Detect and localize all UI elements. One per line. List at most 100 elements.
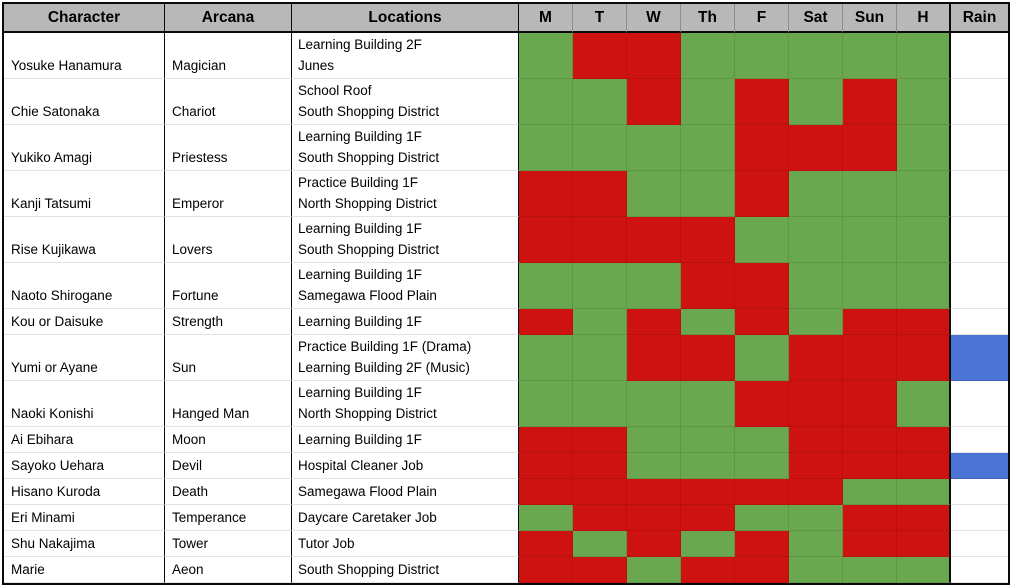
day-cell-W-unavailable[interactable] — [627, 33, 681, 79]
day-cell-F-unavailable[interactable] — [735, 381, 789, 427]
day-cell-Sat-available[interactable] — [789, 217, 843, 263]
day-cell-H-available[interactable] — [897, 479, 951, 505]
day-cell-T-available[interactable] — [573, 309, 627, 335]
character-cell[interactable]: Kanji Tatsumi — [4, 171, 165, 217]
day-cell-M-available[interactable] — [519, 263, 573, 309]
header-day-W[interactable]: W — [627, 4, 681, 33]
day-cell-M-unavailable[interactable] — [519, 427, 573, 453]
header-day-T[interactable]: T — [573, 4, 627, 33]
character-cell[interactable]: Yosuke Hanamura — [4, 33, 165, 79]
rain-cell[interactable] — [951, 505, 1008, 531]
day-cell-T-unavailable[interactable] — [573, 479, 627, 505]
rain-cell[interactable] — [951, 33, 1008, 79]
character-cell[interactable]: Yukiko Amagi — [4, 125, 165, 171]
arcana-cell[interactable]: Hanged Man — [165, 381, 292, 427]
day-cell-Sun-available[interactable] — [843, 479, 897, 505]
day-cell-W-unavailable[interactable] — [627, 335, 681, 381]
day-cell-Sat-unavailable[interactable] — [789, 453, 843, 479]
day-cell-F-available[interactable] — [735, 33, 789, 79]
day-cell-Sat-available[interactable] — [789, 531, 843, 557]
day-cell-Th-unavailable[interactable] — [681, 335, 735, 381]
day-cell-F-available[interactable] — [735, 217, 789, 263]
day-cell-Th-available[interactable] — [681, 79, 735, 125]
day-cell-Sat-available[interactable] — [789, 309, 843, 335]
day-cell-Sat-available[interactable] — [789, 505, 843, 531]
day-cell-F-unavailable[interactable] — [735, 171, 789, 217]
locations-cell[interactable]: Practice Building 1F North Shopping Distr… — [292, 171, 519, 217]
day-cell-H-available[interactable] — [897, 263, 951, 309]
day-cell-W-unavailable[interactable] — [627, 479, 681, 505]
rain-cell[interactable] — [951, 263, 1008, 309]
character-cell[interactable]: Chie Satonaka — [4, 79, 165, 125]
day-cell-Sat-available[interactable] — [789, 263, 843, 309]
day-cell-M-available[interactable] — [519, 505, 573, 531]
day-cell-H-unavailable[interactable] — [897, 427, 951, 453]
day-cell-F-available[interactable] — [735, 453, 789, 479]
day-cell-T-available[interactable] — [573, 531, 627, 557]
day-cell-T-unavailable[interactable] — [573, 171, 627, 217]
day-cell-H-available[interactable] — [897, 381, 951, 427]
day-cell-Sat-available[interactable] — [789, 33, 843, 79]
character-cell[interactable]: Yumi or Ayane — [4, 335, 165, 381]
arcana-cell[interactable]: Lovers — [165, 217, 292, 263]
day-cell-H-available[interactable] — [897, 79, 951, 125]
character-cell[interactable]: Hisano Kuroda — [4, 479, 165, 505]
arcana-cell[interactable]: Magician — [165, 33, 292, 79]
rain-cell[interactable] — [951, 427, 1008, 453]
day-cell-Sun-unavailable[interactable] — [843, 335, 897, 381]
day-cell-Sat-available[interactable] — [789, 557, 843, 583]
day-cell-W-available[interactable] — [627, 171, 681, 217]
day-cell-H-unavailable[interactable] — [897, 309, 951, 335]
day-cell-W-available[interactable] — [627, 263, 681, 309]
character-cell[interactable]: Naoto Shirogane — [4, 263, 165, 309]
day-cell-F-available[interactable] — [735, 427, 789, 453]
character-cell[interactable]: Rise Kujikawa — [4, 217, 165, 263]
arcana-cell[interactable]: Emperor — [165, 171, 292, 217]
day-cell-F-unavailable[interactable] — [735, 557, 789, 583]
header-rain[interactable]: Rain — [951, 4, 1008, 33]
day-cell-Sun-unavailable[interactable] — [843, 125, 897, 171]
arcana-cell[interactable]: Priestess — [165, 125, 292, 171]
day-cell-Sun-unavailable[interactable] — [843, 505, 897, 531]
day-cell-M-available[interactable] — [519, 125, 573, 171]
day-cell-Th-unavailable[interactable] — [681, 217, 735, 263]
arcana-cell[interactable]: Aeon — [165, 557, 292, 583]
day-cell-W-available[interactable] — [627, 427, 681, 453]
day-cell-H-available[interactable] — [897, 125, 951, 171]
arcana-cell[interactable]: Death — [165, 479, 292, 505]
locations-cell[interactable]: School Roof South Shopping District — [292, 79, 519, 125]
day-cell-W-available[interactable] — [627, 125, 681, 171]
day-cell-T-unavailable[interactable] — [573, 217, 627, 263]
rain-cell[interactable] — [951, 217, 1008, 263]
rain-cell[interactable] — [951, 79, 1008, 125]
character-cell[interactable]: Eri Minami — [4, 505, 165, 531]
day-cell-W-available[interactable] — [627, 381, 681, 427]
rain-cell-available[interactable] — [951, 453, 1008, 479]
character-cell[interactable]: Shu Nakajima — [4, 531, 165, 557]
day-cell-T-unavailable[interactable] — [573, 557, 627, 583]
day-cell-W-available[interactable] — [627, 557, 681, 583]
rain-cell[interactable] — [951, 557, 1008, 583]
day-cell-T-available[interactable] — [573, 263, 627, 309]
day-cell-Th-available[interactable] — [681, 381, 735, 427]
day-cell-Th-available[interactable] — [681, 427, 735, 453]
character-cell[interactable]: Kou or Daisuke — [4, 309, 165, 335]
day-cell-M-unavailable[interactable] — [519, 171, 573, 217]
day-cell-Sun-available[interactable] — [843, 217, 897, 263]
day-cell-Sun-unavailable[interactable] — [843, 427, 897, 453]
day-cell-H-unavailable[interactable] — [897, 335, 951, 381]
rain-cell[interactable] — [951, 531, 1008, 557]
day-cell-M-unavailable[interactable] — [519, 217, 573, 263]
day-cell-H-available[interactable] — [897, 557, 951, 583]
day-cell-T-unavailable[interactable] — [573, 453, 627, 479]
character-cell[interactable]: Marie — [4, 557, 165, 583]
arcana-cell[interactable]: Strength — [165, 309, 292, 335]
day-cell-H-available[interactable] — [897, 33, 951, 79]
header-day-Sat[interactable]: Sat — [789, 4, 843, 33]
day-cell-Th-available[interactable] — [681, 125, 735, 171]
day-cell-M-available[interactable] — [519, 79, 573, 125]
locations-cell[interactable]: Practice Building 1F (Drama) Learning Bui… — [292, 335, 519, 381]
day-cell-T-available[interactable] — [573, 335, 627, 381]
locations-cell[interactable]: Learning Building 1F North Shopping Distr… — [292, 381, 519, 427]
character-cell[interactable]: Naoki Konishi — [4, 381, 165, 427]
